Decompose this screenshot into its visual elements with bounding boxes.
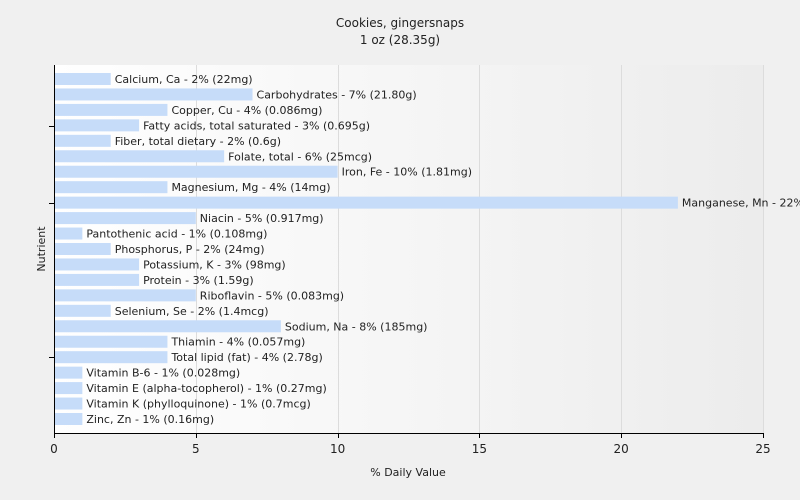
x-tick-label: 5	[192, 442, 200, 456]
x-tick-label: 0	[50, 442, 58, 456]
bar-label: Phosphorus, P - 2% (24mg)	[115, 243, 265, 256]
bar-label: Fatty acids, total saturated - 3% (0.695…	[143, 119, 370, 132]
bar	[55, 134, 111, 147]
bar-label: Vitamin B-6 - 1% (0.028mg)	[86, 367, 240, 380]
chart-subtitle: 1 oz (28.35g)	[360, 33, 440, 47]
bar-label: Copper, Cu - 4% (0.086mg)	[171, 104, 322, 117]
x-axis-label: % Daily Value	[370, 466, 446, 479]
x-tick-label: 15	[472, 442, 487, 456]
bar	[55, 273, 140, 286]
bar	[55, 243, 111, 255]
bar	[55, 289, 196, 302]
bar-label: Thiamin - 4% (0.057mg)	[170, 336, 305, 349]
bar	[55, 366, 83, 379]
bar	[55, 304, 111, 317]
bar	[55, 335, 168, 348]
bar	[55, 382, 83, 395]
bar	[55, 73, 111, 85]
bar-label: Magnesium, Mg - 4% (14mg)	[171, 181, 330, 194]
bar-label: Fiber, total dietary - 2% (0.6g)	[115, 135, 281, 148]
bar-label: Protein - 3% (1.59g)	[143, 274, 254, 287]
bar	[55, 413, 83, 425]
bar-label: Folate, total - 6% (25mcg)	[228, 150, 372, 163]
bar-label: Carbohydrates - 7% (21.80g)	[257, 88, 417, 101]
bar	[55, 258, 140, 271]
x-tick-labels: 0 5 10 15 20 25	[50, 442, 770, 456]
y-axis-label: Nutrient	[35, 226, 48, 272]
bar-label: Potassium, K - 3% (98mg)	[143, 258, 286, 271]
bar	[55, 119, 140, 132]
bar-label: Vitamin E (alpha-tocopherol) - 1% (0.27m…	[86, 382, 326, 395]
bars	[55, 73, 678, 425]
bar	[55, 103, 168, 116]
bar	[55, 181, 168, 194]
x-tick-label: 10	[330, 442, 345, 456]
plot-area	[54, 65, 763, 433]
bar-label: Niacin - 5% (0.917mg)	[200, 212, 324, 225]
bar-label: Iron, Fe - 10% (1.81mg)	[342, 166, 472, 179]
x-tick-label: 20	[614, 442, 629, 456]
x-tick-label: 25	[755, 442, 770, 456]
bar-label: Selenium, Se - 2% (1.4mcg)	[115, 305, 269, 318]
bar	[55, 351, 168, 364]
bar	[55, 227, 83, 240]
bar-label: Vitamin K (phylloquinone) - 1% (0.7mcg)	[86, 398, 310, 411]
bar-label: Calcium, Ca - 2% (22mg)	[115, 73, 253, 86]
bar	[55, 212, 196, 225]
bar	[55, 397, 83, 410]
bar-label: Total lipid (fat) - 4% (2.78g)	[170, 351, 322, 364]
grid-lines	[196, 65, 764, 433]
bar	[55, 196, 678, 209]
axes	[49, 65, 764, 438]
bar-label: Pantothenic acid - 1% (0.108mg)	[86, 228, 267, 241]
bar-label: Riboflavin - 5% (0.083mg)	[200, 289, 344, 302]
chart-title: Cookies, gingersnaps	[336, 16, 464, 30]
bar	[55, 150, 225, 163]
bar-labels: Calcium, Ca - 2% (22mg) Carbohydrates - 7…	[86, 73, 800, 426]
bar	[55, 320, 281, 333]
bar	[55, 165, 338, 178]
bar-label: Sodium, Na - 8% (185mg)	[285, 320, 428, 333]
bar-label: Manganese, Mn - 22% (0.441mg)	[682, 197, 800, 210]
bar	[55, 88, 253, 101]
bar-label: Zinc, Zn - 1% (0.16mg)	[86, 413, 214, 426]
